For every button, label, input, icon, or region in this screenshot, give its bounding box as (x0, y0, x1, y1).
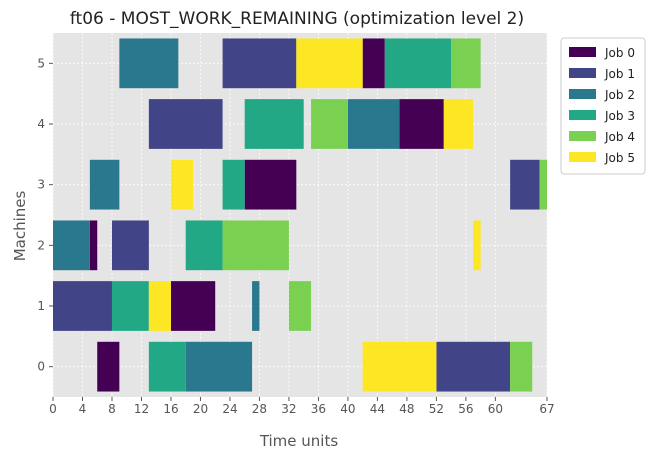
task-bar-job-4-machine-3 (539, 159, 547, 210)
y-tick-label: 5 (37, 56, 45, 70)
task-bar-job-3-machine-5 (384, 38, 452, 89)
x-tick-label: 40 (340, 402, 355, 416)
y-tick-label: 0 (37, 360, 45, 374)
task-bar-job-4-machine-0 (510, 341, 533, 392)
task-bar-job-4-machine-2 (222, 220, 289, 271)
x-tick-label: 4 (79, 402, 87, 416)
x-tick-label: 36 (311, 402, 326, 416)
task-bar-job-5-machine-2 (473, 220, 481, 271)
y-axis-ticks: 0 1 2 3 4 5 (37, 56, 53, 374)
x-tick-label: 52 (429, 402, 444, 416)
y-tick-label: 4 (37, 117, 45, 131)
x-tick-label: 48 (399, 402, 414, 416)
legend-label: Job 4 (604, 130, 635, 144)
task-bar-job-0-machine-4 (399, 99, 444, 149)
task-bar-job-4-machine-5 (451, 38, 481, 89)
legend-label: Job 5 (604, 151, 635, 165)
task-bar-job-5-machine-4 (443, 99, 474, 149)
y-axis-label: Machines (11, 191, 29, 262)
x-tick-label: 28 (252, 402, 267, 416)
legend-swatch (569, 110, 596, 120)
grid-lines (52, 33, 548, 397)
task-bar-job-4-machine-1 (288, 281, 312, 331)
x-tick-label: 20 (193, 402, 208, 416)
chart-title: ft06 - MOST_WORK_REMAINING (optimization… (70, 9, 524, 29)
legend-label: Job 0 (604, 46, 635, 60)
y-tick-label: 2 (37, 238, 45, 252)
task-bar-job-2-machine-5 (119, 38, 179, 89)
x-tick-label: 0 (49, 402, 57, 416)
legend: Job 0 Job 1 Job 2 Job 3 Job 4 Job 5 (560, 37, 646, 175)
task-bar-job-0-machine-2 (89, 220, 98, 271)
task-bar-job-3-machine-4 (244, 99, 304, 149)
task-bar-job-3-machine-2 (185, 220, 223, 271)
legend-swatch (569, 131, 596, 141)
task-bar-job-1-machine-0 (436, 341, 511, 392)
task-bar-job-0-machine-0 (97, 341, 120, 392)
task-bar-job-0-machine-5 (362, 38, 385, 89)
task-bar-job-5-machine-1 (148, 281, 171, 331)
task-bar-job-5-machine-3 (170, 159, 194, 210)
task-bar-job-2-machine-2 (53, 220, 90, 271)
task-bar-job-5-machine-5 (296, 38, 363, 89)
task-bar-job-0-machine-3 (244, 159, 297, 210)
task-bar-job-4-machine-4 (311, 99, 348, 149)
task-bar-job-2-machine-1 (252, 281, 260, 331)
task-bar-job-3-machine-3 (222, 159, 245, 210)
legend-swatch (569, 89, 596, 99)
x-axis-label: Time units (259, 432, 339, 450)
task-bar-job-2-machine-0 (185, 341, 253, 392)
legend-label: Job 1 (604, 67, 635, 81)
task-bar-job-2-machine-4 (347, 99, 400, 149)
task-bars (53, 38, 547, 392)
x-tick-label: 12 (134, 402, 149, 416)
x-axis-ticks: 0 4 8 12 16 20 24 28 32 36 40 44 48 52 56 60 67 (49, 397, 555, 416)
task-bar-job-3-machine-0 (148, 341, 186, 392)
y-tick-label: 1 (37, 299, 45, 313)
x-tick-label: 32 (281, 402, 296, 416)
legend-swatch (569, 152, 596, 162)
legend-label: Job 3 (604, 109, 635, 123)
x-tick-label: 56 (458, 402, 473, 416)
task-bar-job-0-machine-1 (170, 281, 216, 331)
x-tick-label: 8 (108, 402, 116, 416)
plot-area (53, 33, 547, 397)
legend-label: Job 2 (604, 88, 635, 102)
task-bar-job-2-machine-3 (89, 159, 120, 210)
x-tick-label: 44 (370, 402, 385, 416)
y-tick-label: 3 (37, 178, 45, 192)
task-bar-job-1-machine-5 (222, 38, 297, 89)
task-bar-job-5-machine-0 (362, 341, 437, 392)
task-bar-job-1-machine-2 (111, 220, 149, 271)
x-tick-label: 60 (488, 402, 503, 416)
legend-swatch (569, 68, 596, 78)
legend-swatch (569, 47, 596, 57)
x-tick-label: 24 (222, 402, 237, 416)
x-tick-label: 16 (163, 402, 178, 416)
task-bar-job-1-machine-1 (53, 281, 112, 331)
x-tick-label: 67 (539, 402, 554, 416)
task-bar-job-1-machine-4 (148, 99, 223, 149)
task-bar-job-3-machine-1 (111, 281, 149, 331)
task-bar-job-1-machine-3 (510, 159, 540, 210)
